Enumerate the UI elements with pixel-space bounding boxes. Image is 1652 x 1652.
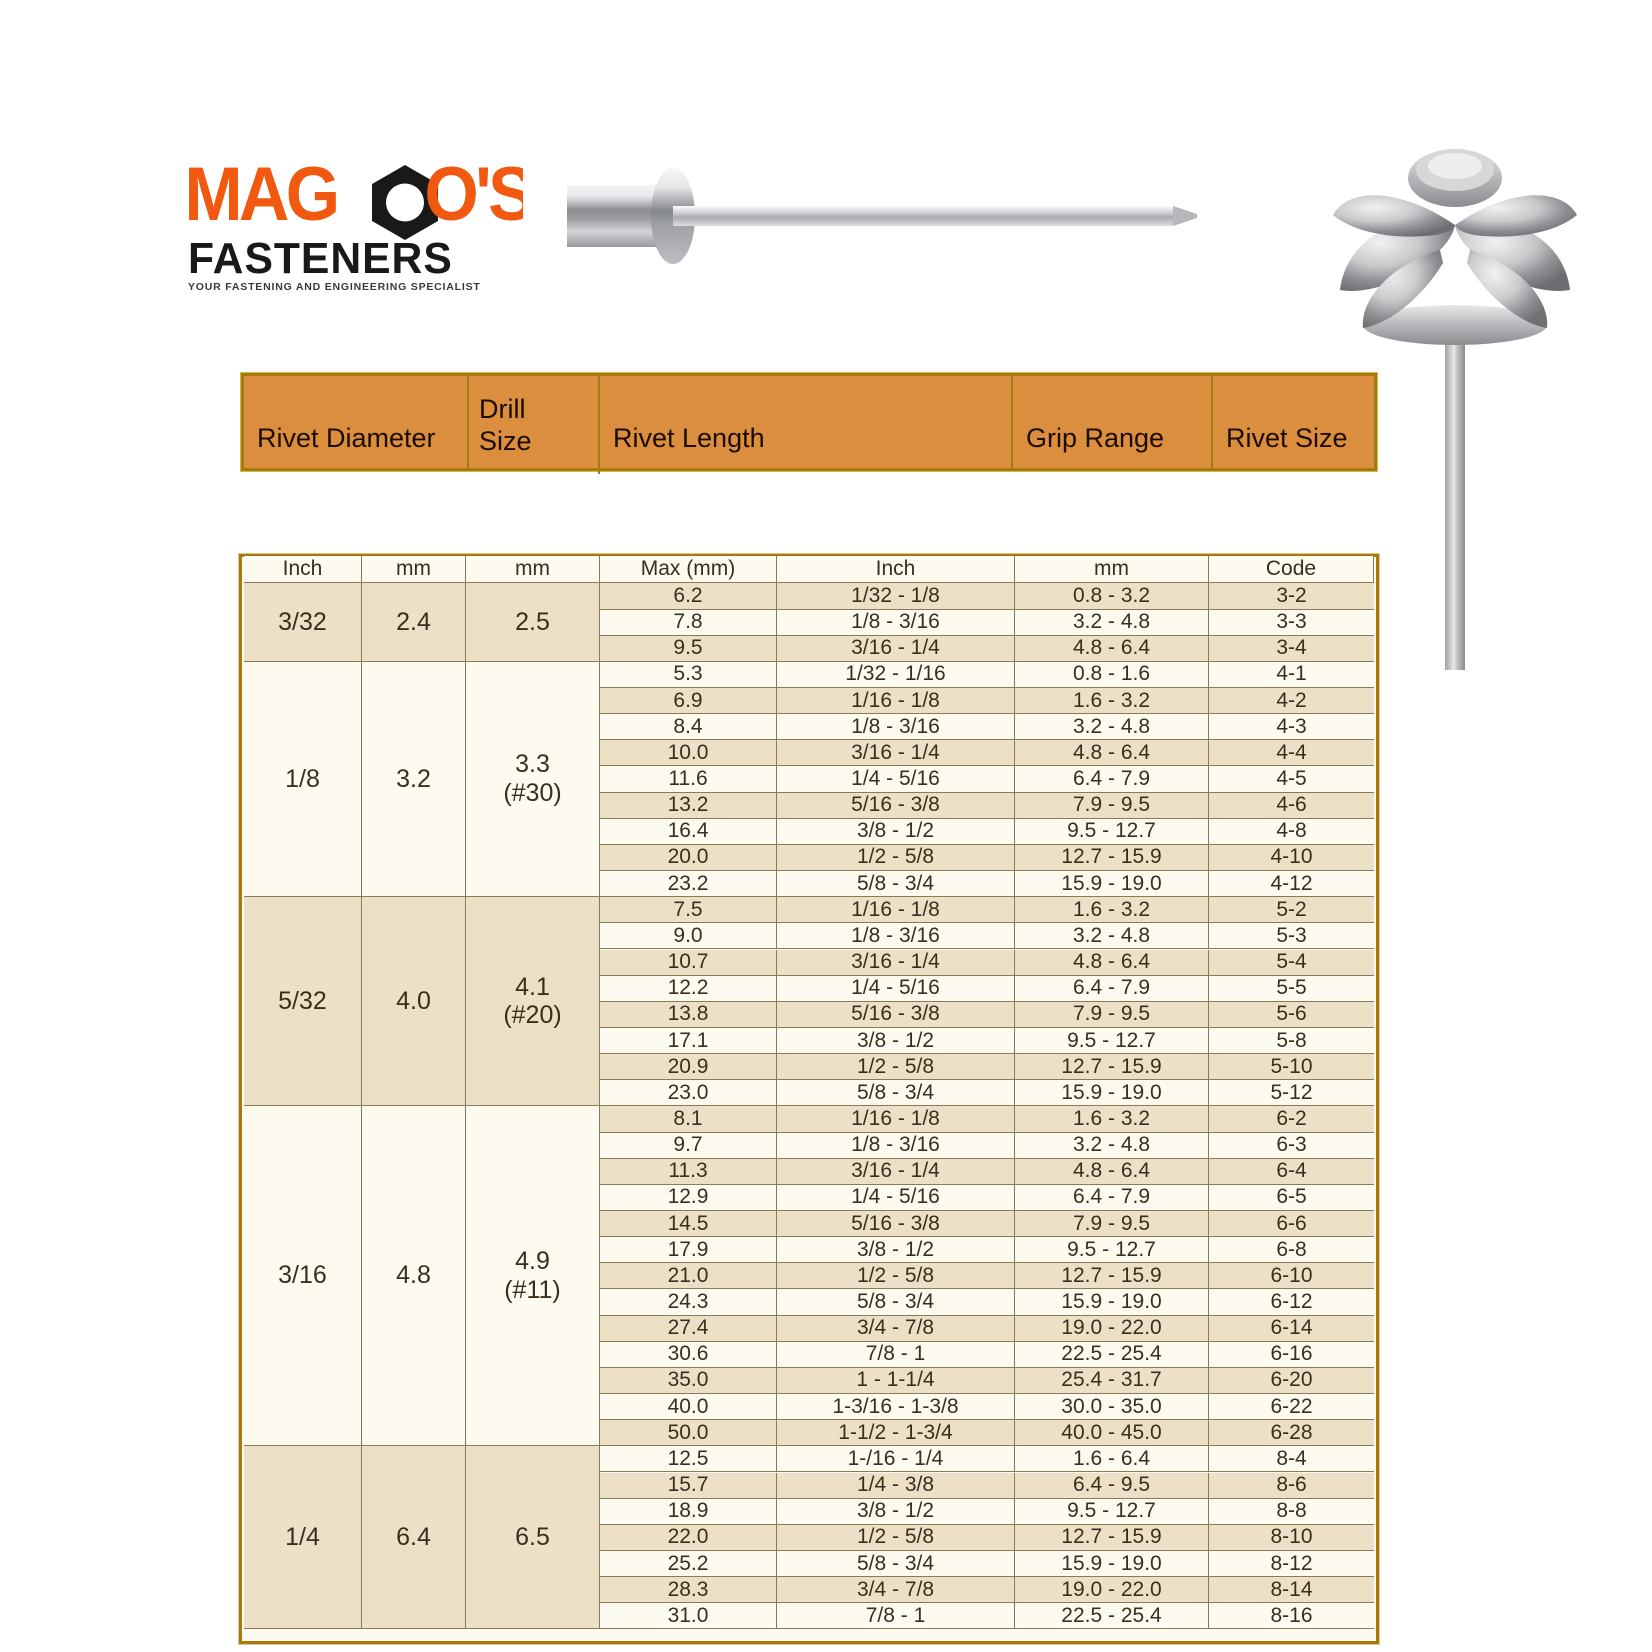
svg-text:FASTENERS: FASTENERS xyxy=(188,234,453,283)
svg-text:O'S: O'S xyxy=(424,152,523,236)
svg-text:YOUR FASTENING AND ENGINEERING: YOUR FASTENING AND ENGINEERING SPECIALIS… xyxy=(188,281,481,293)
svg-text:MAG: MAG xyxy=(188,152,336,236)
